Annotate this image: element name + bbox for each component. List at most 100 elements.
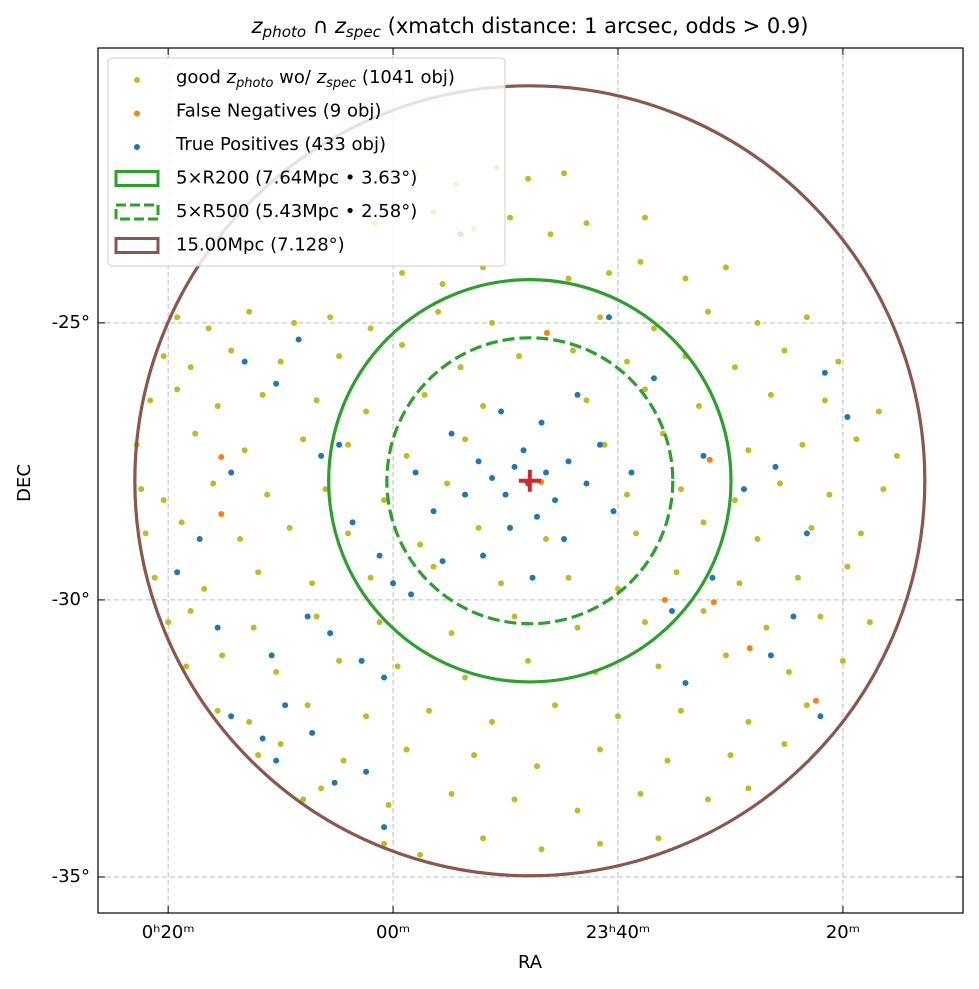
scatter-point xyxy=(273,668,280,675)
scatter-point xyxy=(661,596,668,603)
scatter-point xyxy=(192,430,199,437)
scatter-point xyxy=(273,757,280,764)
scatter-point xyxy=(138,486,145,493)
legend-marker xyxy=(114,203,160,221)
scatter-point xyxy=(511,796,518,803)
scatter-point xyxy=(844,414,851,421)
scatter-point xyxy=(673,569,680,576)
legend-marker xyxy=(134,77,140,83)
scatter-point xyxy=(808,524,815,531)
scatter-point xyxy=(183,663,190,670)
scatter-point xyxy=(214,624,221,631)
scatter-point xyxy=(246,308,253,315)
scatter-point xyxy=(291,319,298,326)
scatter-point xyxy=(237,535,244,542)
scatter-point xyxy=(746,645,753,652)
scatter-point xyxy=(727,752,734,759)
scatter-point xyxy=(255,569,262,576)
scatter-point xyxy=(219,652,226,659)
scatter-point xyxy=(214,707,221,714)
scatter-point xyxy=(363,768,370,775)
y-tick-label: -25° xyxy=(52,312,90,333)
text-part: wo/ xyxy=(273,67,316,88)
text-part: (1041 obj) xyxy=(356,67,455,88)
scatter-point xyxy=(605,314,612,321)
scatter-point xyxy=(826,491,833,498)
scatter-point xyxy=(583,397,590,404)
scatter-point xyxy=(498,580,505,587)
y-tick-label: -35° xyxy=(52,866,90,887)
scatter-point xyxy=(174,569,181,576)
scatter-point xyxy=(745,718,752,725)
scatter-point xyxy=(426,707,433,714)
scatter-point xyxy=(462,491,469,498)
scatter-point xyxy=(767,652,774,659)
scatter-point xyxy=(623,491,630,498)
scatter-point xyxy=(322,486,329,493)
scatter-point xyxy=(448,630,455,637)
x-tick-label: 20ᵐ xyxy=(826,922,860,943)
scatter-point xyxy=(439,558,446,565)
scatter-point xyxy=(731,364,738,371)
scatter-point xyxy=(363,713,370,720)
scatter-point xyxy=(538,846,545,853)
scatter-point xyxy=(596,840,603,847)
scatter-point xyxy=(570,347,577,354)
scatter-point xyxy=(304,613,311,620)
radius-circle xyxy=(133,84,927,878)
scatter-point xyxy=(583,220,590,227)
scatter-point xyxy=(381,824,388,831)
plot-area xyxy=(98,48,963,913)
scatter-point xyxy=(794,574,801,581)
scatter-point xyxy=(313,613,320,620)
scatter-point xyxy=(210,480,217,487)
scatter-point xyxy=(700,607,707,614)
scatter-point xyxy=(309,580,316,587)
scatter-point xyxy=(417,851,424,858)
scatter-point xyxy=(502,491,509,498)
scatter-point xyxy=(399,269,406,276)
text-part: photo xyxy=(235,76,273,91)
scatter-point xyxy=(637,258,644,265)
scatter-point xyxy=(700,519,707,526)
scatter-point xyxy=(358,657,365,664)
scatter-point xyxy=(336,657,343,664)
scatter-point xyxy=(511,463,518,470)
scatter-point xyxy=(471,752,478,759)
legend: good zphoto wo/ zspec (1041 obj)False Ne… xyxy=(107,57,506,267)
scatter-point xyxy=(435,308,442,315)
scatter-point xyxy=(489,319,496,326)
scatter-point xyxy=(228,347,235,354)
scatter-point xyxy=(650,375,657,382)
scatter-point xyxy=(803,314,810,321)
scatter-point xyxy=(641,619,648,626)
x-axis-label: RA xyxy=(518,952,543,973)
scatter-point xyxy=(520,447,527,454)
scatter-point xyxy=(610,508,617,515)
scatter-point xyxy=(462,674,469,681)
text-part: z xyxy=(251,14,264,38)
scatter-point xyxy=(781,347,788,354)
text-part: ∩ xyxy=(306,14,335,38)
scatter-point xyxy=(498,408,505,415)
y-axis-label: DEC xyxy=(14,464,35,502)
scatter-point xyxy=(363,408,370,415)
scatter-point xyxy=(480,402,487,409)
scatter-point xyxy=(710,599,717,606)
legend-label: 15.00Mpc (7.128°) xyxy=(176,235,345,256)
scatter-point xyxy=(255,752,262,759)
scatter-point xyxy=(596,441,603,448)
scatter-point xyxy=(439,281,446,288)
scatter-point xyxy=(475,458,482,465)
scatter-point xyxy=(403,452,410,459)
scatter-point xyxy=(264,491,271,498)
scatter-point xyxy=(529,574,536,581)
scatter-point xyxy=(507,524,514,531)
scatter-point xyxy=(525,175,532,182)
scatter-point xyxy=(677,707,684,714)
scatter-point xyxy=(147,397,154,404)
scatter-point xyxy=(650,325,657,332)
scatter-point xyxy=(706,456,713,463)
scatter-point xyxy=(677,486,684,493)
